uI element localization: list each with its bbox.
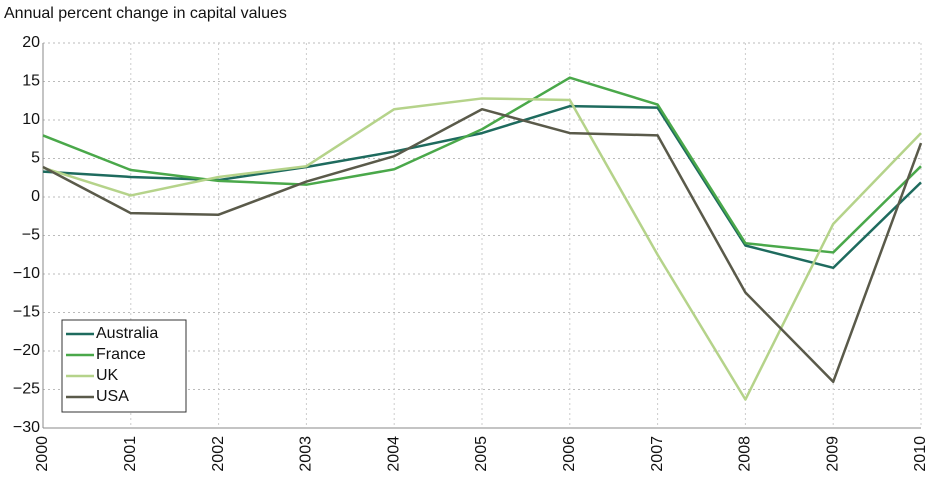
y-tick-label: 15 xyxy=(22,73,40,90)
x-tick-label: 2000 xyxy=(34,436,51,472)
x-tick-label: 2008 xyxy=(737,436,754,472)
series-line xyxy=(42,97,922,401)
x-tick-label: 2002 xyxy=(210,436,227,472)
y-tick-label: 0 xyxy=(31,188,40,205)
legend-label: UK xyxy=(96,367,119,384)
y-tick-label: −30 xyxy=(13,419,40,436)
y-tick-label: −5 xyxy=(22,227,40,244)
chart-title: Annual percent change in capital values xyxy=(4,5,287,22)
y-tick-label: 5 xyxy=(31,150,40,167)
x-tick-label: 2009 xyxy=(824,436,841,472)
y-tick-label: −25 xyxy=(13,381,40,398)
x-tick-label: 2006 xyxy=(561,436,578,472)
series-line xyxy=(42,76,922,254)
x-tick-label: 2001 xyxy=(122,436,139,472)
y-tick-label: −10 xyxy=(13,265,40,282)
x-tick-label: 2010 xyxy=(912,436,929,472)
legend-label: USA xyxy=(96,388,129,405)
legend-label: Australia xyxy=(96,325,158,342)
x-tick-label: 2005 xyxy=(473,436,490,472)
y-tick-label: −15 xyxy=(13,304,40,321)
legend-label: France xyxy=(96,346,146,363)
x-tick-label: 2004 xyxy=(385,436,402,472)
series-line xyxy=(42,104,922,270)
x-tick-label: 2007 xyxy=(649,436,666,472)
y-tick-label: 10 xyxy=(22,111,40,128)
x-tick-label: 2003 xyxy=(298,436,315,472)
y-tick-label: −20 xyxy=(13,342,40,359)
y-tick-label: 20 xyxy=(22,34,40,51)
series-line xyxy=(42,107,923,384)
